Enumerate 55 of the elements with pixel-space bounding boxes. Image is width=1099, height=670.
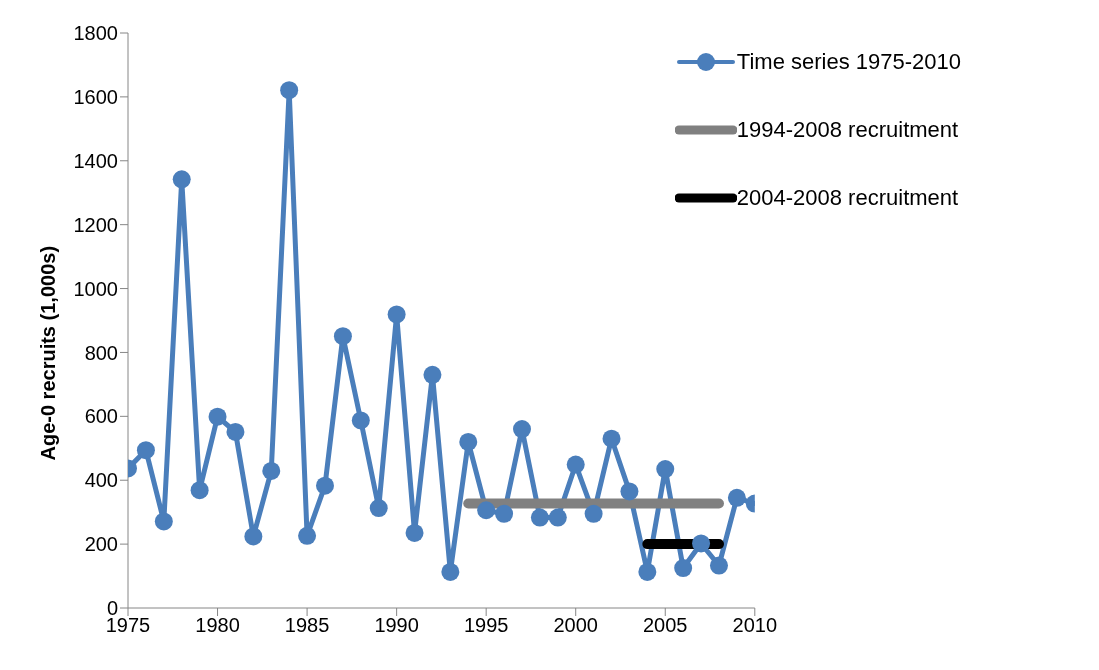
legend-label: Time series 1975-2010: [736, 49, 961, 75]
point: [441, 562, 460, 581]
point: [512, 420, 531, 439]
point: [244, 527, 263, 546]
point: [262, 461, 281, 480]
y-tick-label: 1200: [73, 213, 118, 236]
point: [208, 407, 227, 426]
y-tick-label: 400: [84, 469, 118, 492]
point: [459, 432, 478, 451]
legend-label: 2004-2008 recruitment: [736, 185, 959, 211]
y-tick-label: 600: [84, 405, 118, 428]
point: [656, 460, 675, 479]
x-tick-label: 1995: [463, 614, 509, 637]
point: [154, 512, 173, 531]
point: [136, 441, 155, 460]
point: [584, 504, 603, 523]
point: [727, 488, 746, 507]
point: [548, 508, 567, 527]
x-tick-label: 2010: [732, 614, 778, 637]
point: [566, 455, 585, 474]
point: [709, 556, 728, 575]
point: [692, 534, 711, 553]
point: [602, 429, 621, 448]
x-tick-label: 1990: [374, 614, 419, 637]
point: [369, 499, 388, 518]
point: [172, 170, 191, 189]
y-tick-label: 1000: [73, 277, 118, 300]
point: [423, 365, 442, 384]
legend-label: 1994-2008 recruitment: [736, 117, 959, 143]
point: [333, 327, 352, 346]
point: [387, 305, 406, 324]
x-tick-label: 1980: [195, 614, 240, 637]
point: [477, 501, 496, 520]
y-tick-label: 1800: [73, 22, 118, 45]
point: [620, 482, 639, 501]
x-tick-label: 1985: [284, 614, 330, 637]
point: [315, 476, 334, 495]
x-tick-label: 2005: [643, 614, 688, 637]
x-tick-label: 1975: [105, 614, 151, 637]
point: [495, 504, 514, 523]
y-tick-label: 1600: [73, 85, 118, 108]
point: [351, 411, 370, 430]
point: [226, 422, 245, 441]
x-tick-label: 2000: [553, 614, 598, 637]
point: [530, 508, 549, 527]
point: [298, 526, 317, 545]
point: [190, 481, 209, 500]
point: [280, 81, 299, 100]
point: [674, 559, 693, 578]
y-tick-label: 200: [84, 533, 118, 556]
y-axis-title: Age-0 recruits (1,000s): [37, 245, 60, 461]
y-tick-label: 1400: [73, 149, 118, 172]
point: [405, 523, 424, 542]
point: [638, 562, 657, 581]
y-tick-label: 800: [84, 341, 118, 364]
